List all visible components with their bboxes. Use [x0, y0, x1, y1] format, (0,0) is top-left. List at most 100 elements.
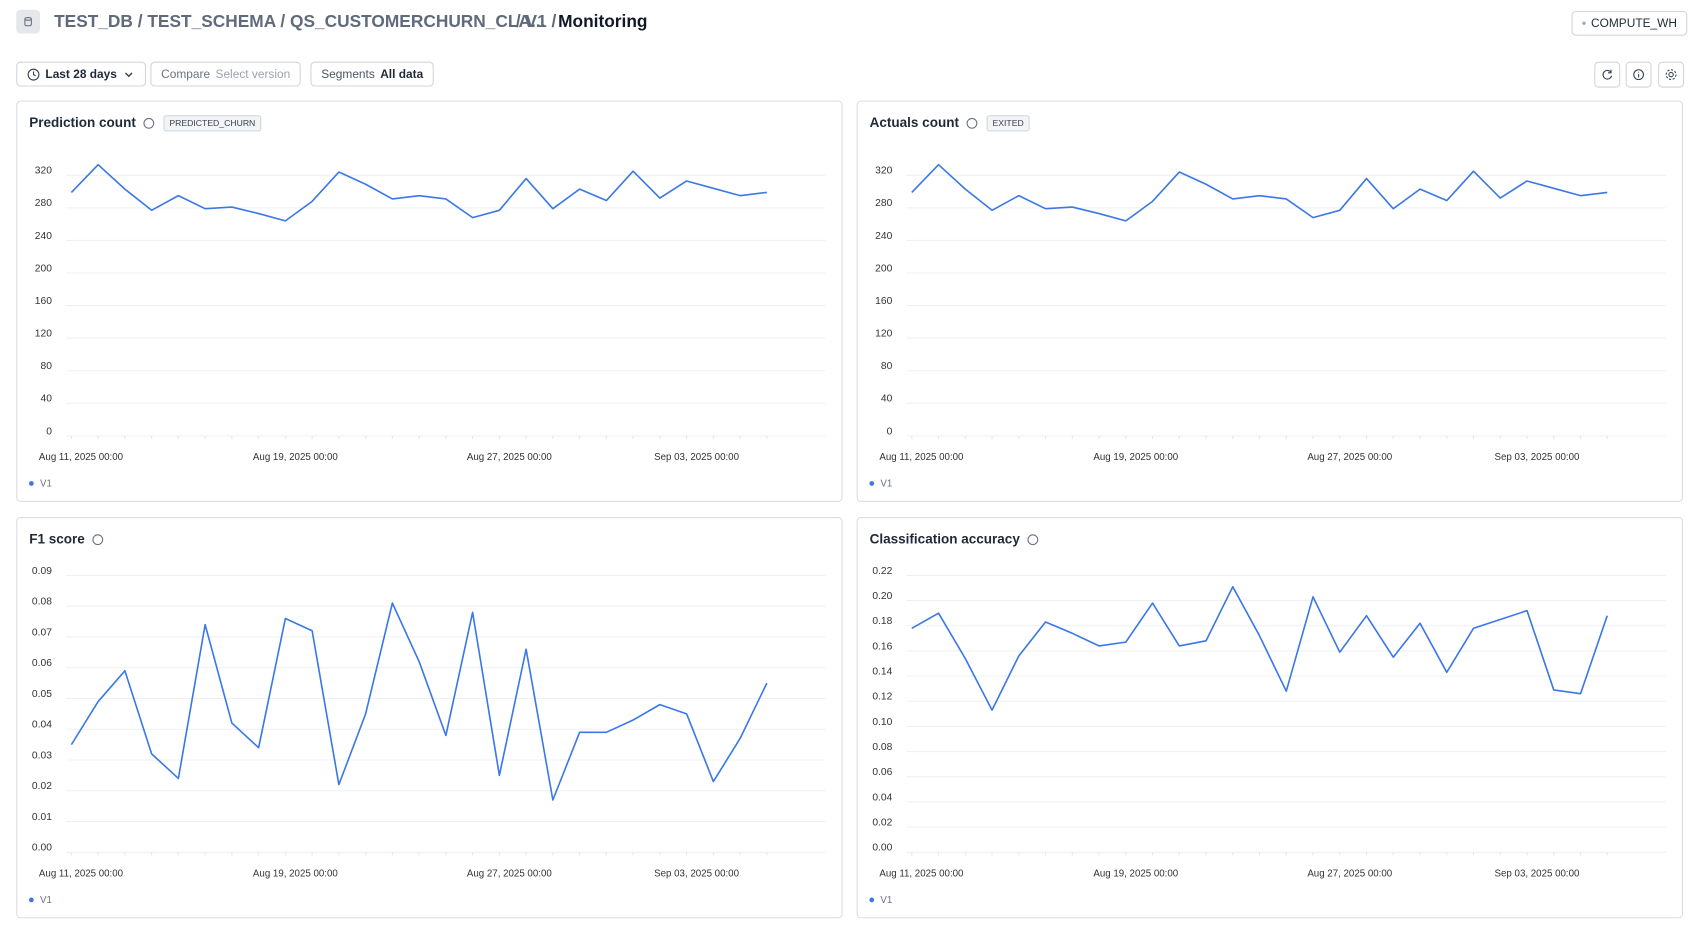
y-tick-label: 0.02 [32, 781, 52, 792]
help-icon [1027, 534, 1039, 546]
y-tick-label: 0.01 [32, 812, 52, 823]
breadcrumb-page: Monitoring [558, 12, 648, 32]
clock-icon [27, 68, 40, 81]
db-icon [24, 16, 32, 27]
y-tick-label: 80 [40, 361, 52, 372]
y-tick-label: 40 [40, 394, 52, 405]
warehouse-button[interactable]: COMPUTE_WH [1571, 10, 1688, 36]
x-tick-label: Sep 03, 2025 00:00 [1495, 452, 1580, 463]
y-tick-label: 0.04 [872, 792, 892, 803]
gear-icon [1665, 69, 1677, 81]
status-dot [1582, 21, 1586, 25]
y-tick-label: 0.00 [872, 843, 892, 854]
y-tick-label: 240 [875, 231, 892, 242]
y-tick-label: 0.20 [872, 591, 892, 602]
y-tick-label: 160 [35, 296, 52, 307]
breadcrumb-version[interactable]: / V1 / [515, 12, 557, 32]
chart: Classification accuracy 0.00 0.02 0.04 0.06 0… [869, 531, 1666, 906]
tag: PREDICTED_CHURN [169, 118, 255, 128]
x-tick-label: Aug 11, 2025 00:00 [39, 868, 124, 879]
y-tick-label: 280 [35, 198, 52, 209]
legend-label: V1 [880, 895, 892, 906]
chart-title: Classification accuracy [870, 531, 1021, 546]
chart: Actuals count EXITED 0 40 80 120 160 200 240 280 3… [869, 115, 1666, 490]
x-tick-label: Aug 27, 2025 00:00 [467, 868, 552, 879]
y-tick-label: 0.06 [32, 658, 52, 669]
tag: EXITED [993, 118, 1024, 128]
y-tick-label: 0.14 [872, 666, 892, 677]
y-tick-label: 0.08 [872, 742, 892, 753]
x-tick-label: Aug 11, 2025 00:00 [39, 452, 124, 463]
help-icon [92, 534, 104, 546]
y-tick-label: 0.03 [32, 750, 52, 761]
series-line [70, 602, 768, 801]
y-tick-label: 0.05 [32, 689, 52, 700]
compare-dropdown[interactable]: Compare Select version [150, 61, 302, 87]
settings-button[interactable] [1658, 61, 1685, 88]
chart-title: F1 score [29, 531, 85, 546]
x-tick-label: Aug 11, 2025 00:00 [879, 868, 964, 879]
y-tick-label: 80 [881, 361, 893, 372]
x-tick-label: Aug 27, 2025 00:00 [1307, 868, 1392, 879]
series-line [911, 585, 1609, 711]
y-tick-label: 0.04 [32, 720, 52, 731]
legend-label: V1 [40, 895, 52, 906]
x-tick-label: Aug 19, 2025 00:00 [253, 452, 338, 463]
x-tick-label: Sep 03, 2025 00:00 [654, 868, 739, 879]
refresh-icon [1602, 69, 1613, 80]
y-tick-label: 0.09 [32, 566, 52, 577]
chart: Prediction count PREDICTED_CHURN 0 40 80 120 1… [28, 115, 826, 490]
y-tick-label: 0.12 [872, 692, 892, 703]
y-tick-label: 0.10 [872, 717, 892, 728]
y-tick-label: 200 [875, 263, 892, 274]
series-line [911, 163, 1608, 222]
info-icon [1633, 69, 1645, 81]
segments-value: All data [380, 67, 424, 81]
x-tick-label: Aug 27, 2025 00:00 [1307, 452, 1392, 463]
segments-dropdown[interactable]: Segments All data [310, 61, 435, 87]
y-tick-label: 160 [875, 296, 892, 307]
x-tick-label: Sep 03, 2025 00:00 [654, 452, 739, 463]
legend-swatch [869, 897, 875, 903]
refresh-button[interactable] [1594, 61, 1621, 88]
y-tick-label: 0.16 [872, 641, 892, 652]
x-tick-label: Aug 19, 2025 00:00 [253, 868, 338, 879]
legend-swatch [869, 481, 875, 486]
range-dropdown[interactable]: Last 28 days [16, 61, 147, 87]
chart-title: Prediction count [29, 115, 136, 130]
y-tick-label: 120 [35, 329, 52, 340]
x-tick-label: Aug 19, 2025 00:00 [1093, 452, 1178, 463]
y-tick-label: 0.00 [32, 843, 52, 854]
x-tick-label: Aug 11, 2025 00:00 [879, 452, 964, 463]
help-icon [966, 117, 978, 129]
info-button[interactable] [1625, 61, 1652, 88]
help-icon [143, 117, 155, 129]
chart-panel: Prediction count PREDICTED_CHURN 0 40 80 120 1… [16, 100, 843, 502]
series-line [70, 163, 767, 222]
chart-title: Actuals count [870, 115, 960, 130]
x-tick-label: Aug 27, 2025 00:00 [467, 452, 552, 463]
warehouse: COMPUTE_WH [1591, 16, 1677, 30]
tag-box [986, 115, 1030, 132]
y-tick-label: 120 [875, 329, 892, 340]
chevron [125, 71, 133, 77]
compare-value: Select version [215, 67, 291, 81]
x-tick-label: Sep 03, 2025 00:00 [1495, 868, 1580, 879]
chart-panel: F1 score 0.00 0.01 0.02 0.03 0.04 0.05 0.06 0.07… [16, 517, 843, 919]
y-tick-label: 0.08 [32, 597, 52, 608]
legend-swatch [28, 897, 34, 903]
chart-panel: Actuals count EXITED 0 40 80 120 160 200 240 280 3… [856, 100, 1683, 502]
y-tick-label: 0 [887, 426, 893, 437]
tag-box [163, 115, 262, 132]
compare-label: Compare [161, 67, 211, 81]
legend-label: V1 [40, 479, 52, 490]
breadcrumb-path[interactable]: TEST_DB / TEST_SCHEMA / QS_CUSTOMERCHURN… [54, 12, 546, 32]
x-tick-label: Aug 19, 2025 00:00 [1093, 868, 1178, 879]
y-tick-label: 280 [875, 198, 892, 209]
y-tick-label: 0.07 [32, 627, 52, 638]
legend-swatch [28, 481, 34, 486]
model-icon [16, 9, 41, 34]
chart-panel: Classification accuracy 0.00 0.02 0.04 0.06 0… [856, 517, 1683, 919]
